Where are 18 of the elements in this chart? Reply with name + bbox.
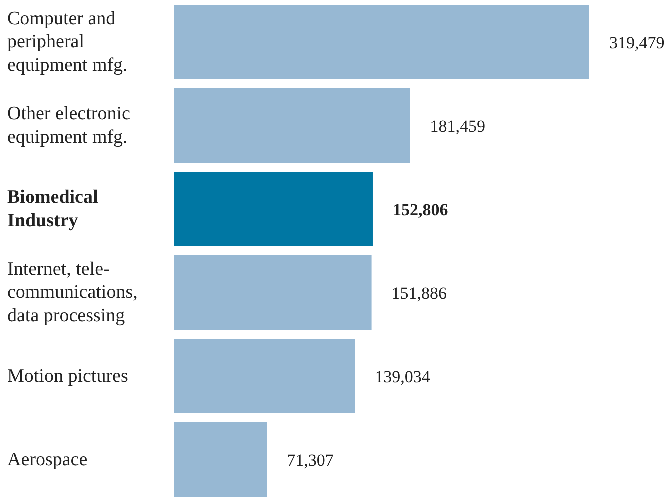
- data-label: 71,307: [287, 450, 334, 470]
- y-tick-label: Motion pictures: [8, 366, 128, 387]
- bar: [174, 172, 373, 247]
- y-tick-label: Computer and peripheral equipment mfg.: [8, 8, 128, 76]
- bar: [174, 422, 268, 498]
- data-label: 181,459: [430, 116, 486, 136]
- data-label: 152,806: [392, 200, 448, 220]
- bar: [174, 338, 356, 414]
- y-tick-label: Aerospace: [8, 449, 88, 470]
- y-tick-label: Biomedical Industry: [8, 187, 98, 232]
- data-label: 139,034: [375, 367, 431, 386]
- y-tick-label: Internet, tele-communications, data processing: [8, 259, 138, 326]
- bar: [174, 255, 372, 330]
- data-label: 319,479: [610, 33, 665, 52]
- y-tick-label: Other electronic equipment mfg.: [8, 104, 130, 148]
- data-label: 151,886: [392, 284, 448, 303]
- bar: [174, 88, 410, 164]
- bar: [174, 4, 590, 80]
